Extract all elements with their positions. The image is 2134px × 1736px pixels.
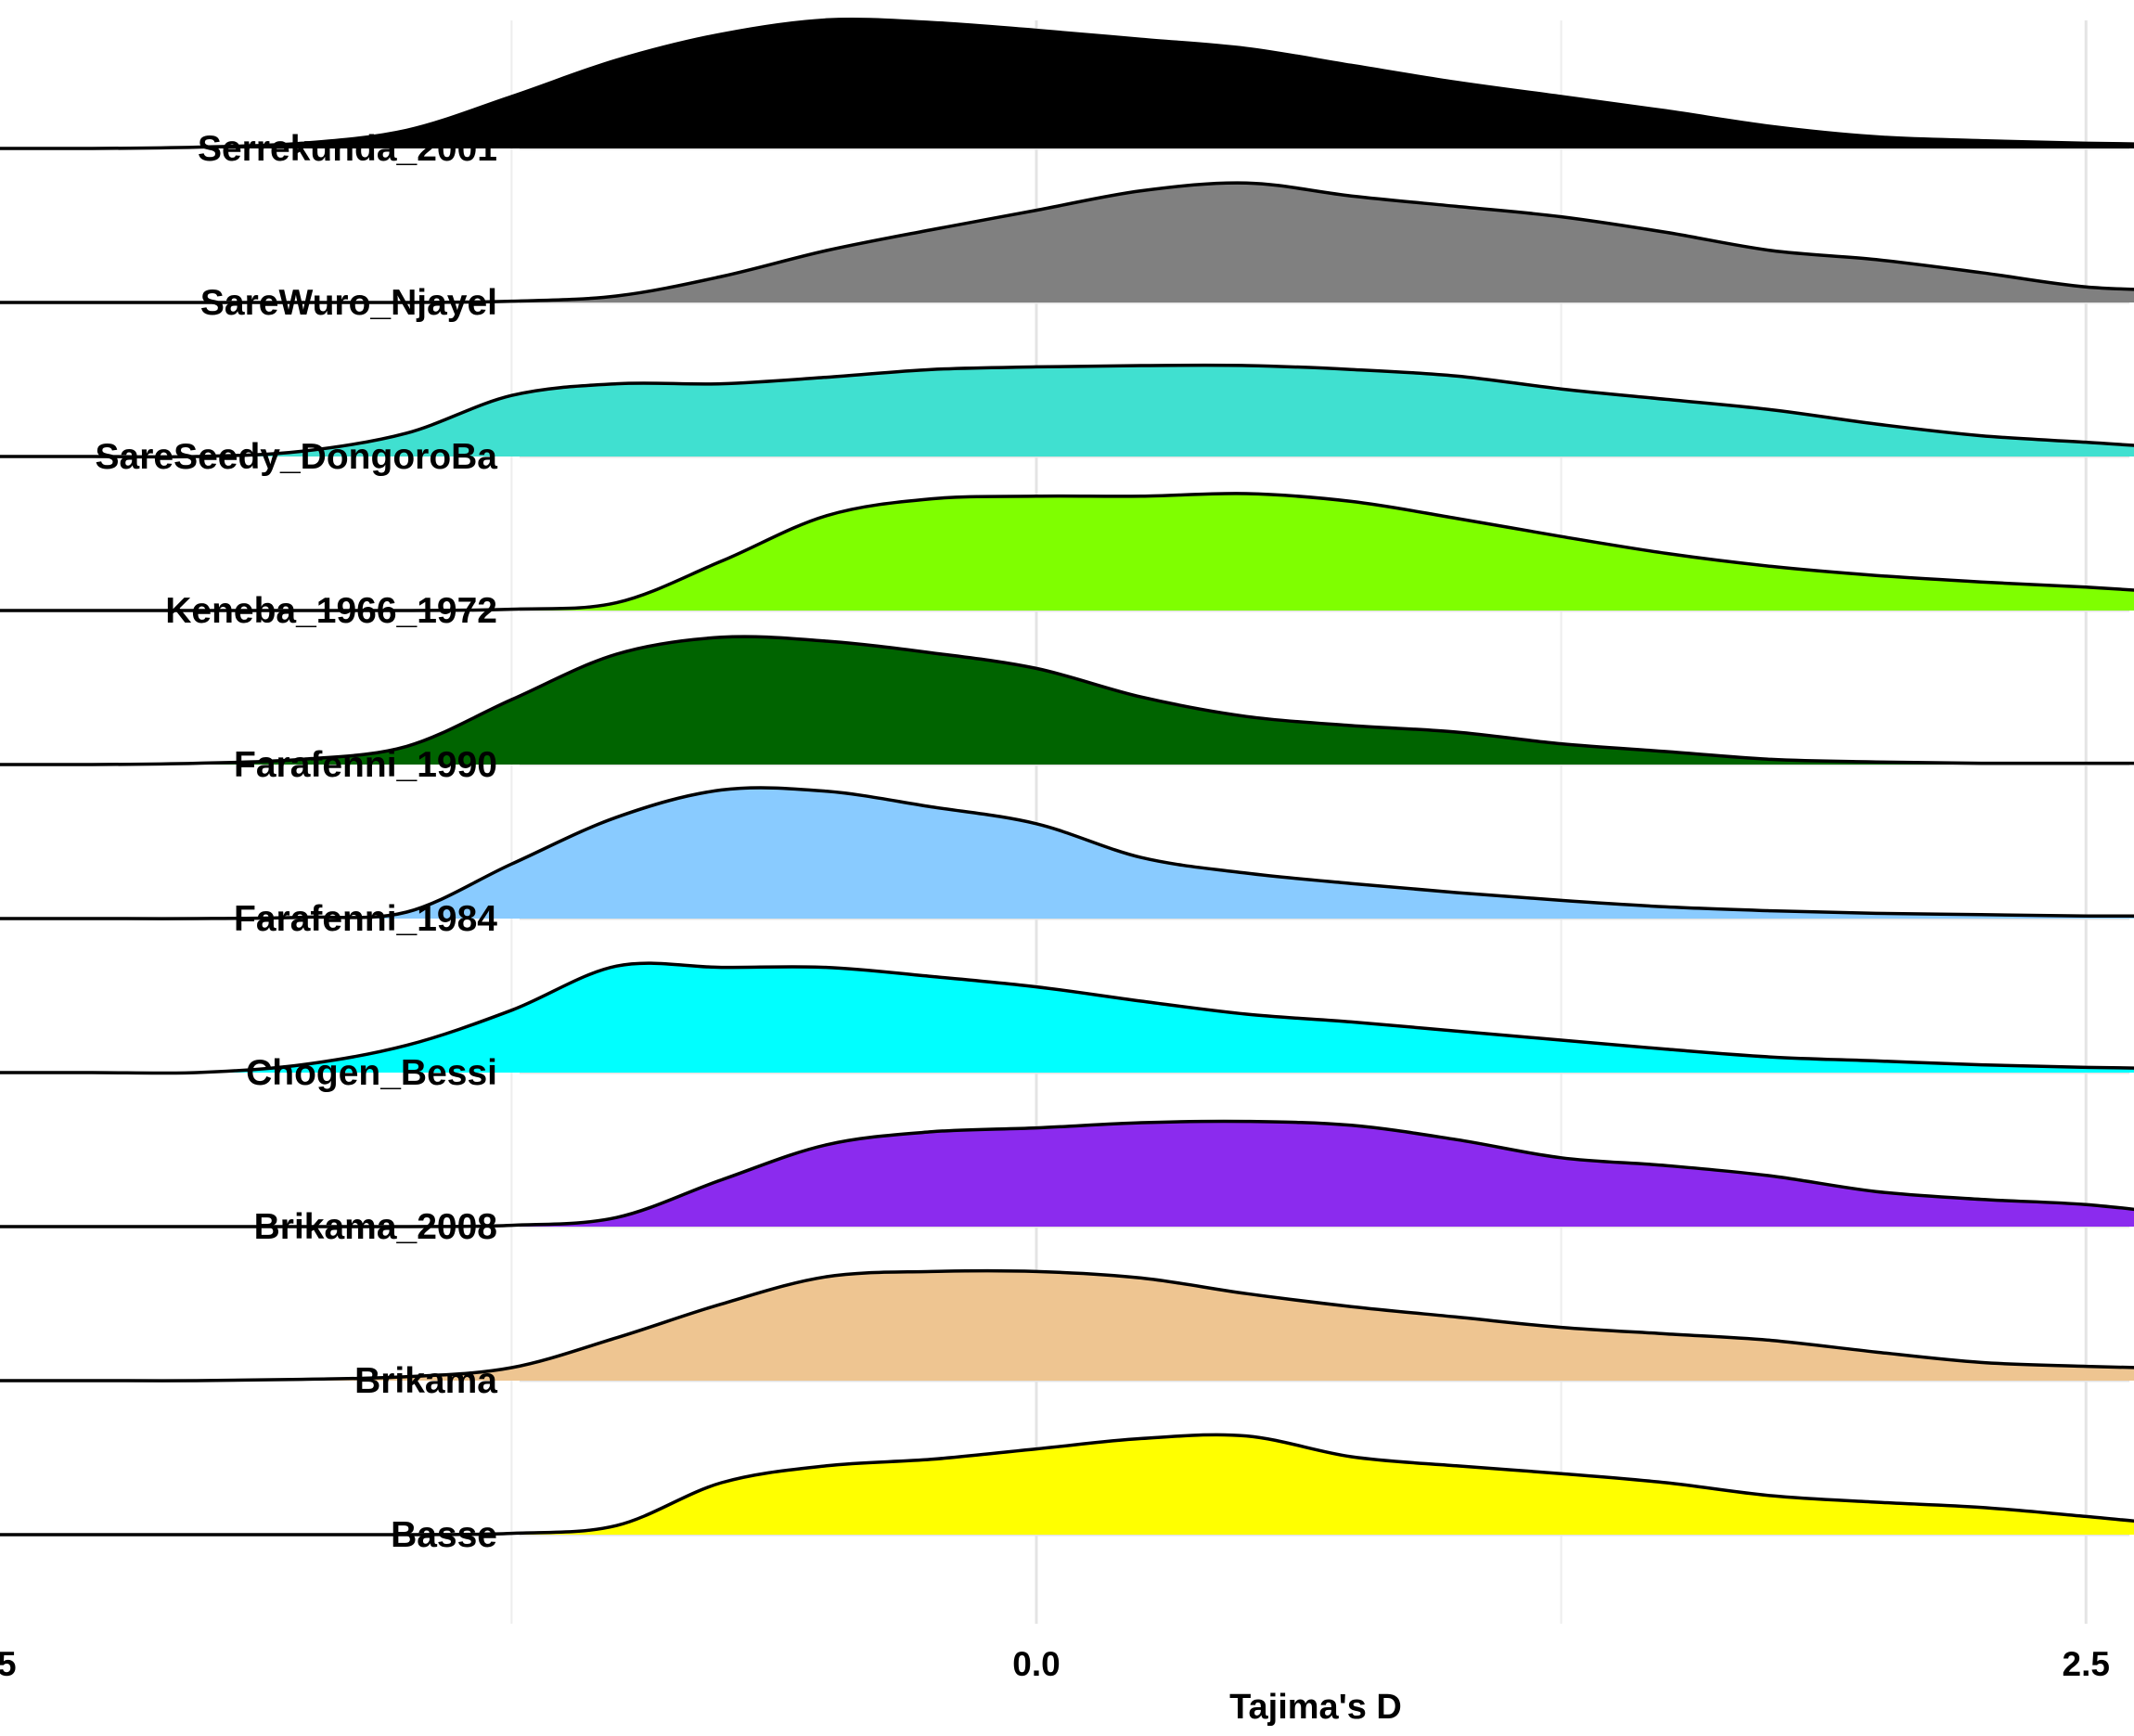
x-axis-title: Tajima's D bbox=[1229, 1688, 1402, 1727]
y-axis-label: Chogen_Bessi bbox=[246, 1053, 497, 1093]
x-tick-label: 0.0 bbox=[1012, 1645, 1060, 1683]
ridge-fill bbox=[0, 1271, 2134, 1381]
y-axis-label: Brikama_2008 bbox=[254, 1207, 497, 1247]
y-axis-label: SareSeedy_DongoroBa bbox=[96, 437, 498, 477]
ridge-fill bbox=[0, 1434, 2134, 1535]
y-axis-label: Farafenni_1990 bbox=[234, 745, 497, 785]
y-axis-label: Serrekunda_2001 bbox=[198, 129, 497, 169]
x-tick-label: -2.5 bbox=[0, 1645, 17, 1683]
y-axis-label: Brikama bbox=[354, 1361, 497, 1401]
x-tick-label: 2.5 bbox=[2063, 1645, 2110, 1683]
y-axis-label: Keneba_1966_1972 bbox=[165, 591, 497, 631]
x-axis-labels: -2.50.02.55.0 bbox=[0, 1645, 2134, 1683]
ridge-Basse bbox=[0, 1434, 2134, 1535]
y-axis-label: Basse bbox=[391, 1515, 497, 1555]
y-axis-label: SareWuro_Njayel bbox=[200, 283, 497, 323]
y-axis-label: Farafenni_1984 bbox=[234, 899, 497, 939]
ridge-Brikama bbox=[0, 1271, 2134, 1381]
y-axis-labels: Serrekunda_2001 SareWuro_Njayel SareSeedy_… bbox=[96, 129, 498, 1555]
